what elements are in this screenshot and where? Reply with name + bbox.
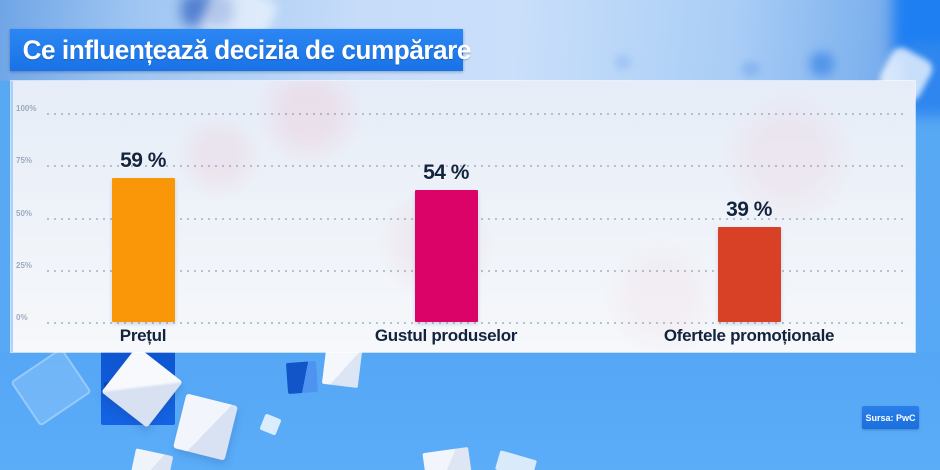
y-axis-tick-label: 50%	[16, 208, 33, 218]
bar-value-label: 54 %	[423, 161, 469, 185]
y-axis-tick-label: 0%	[16, 313, 28, 322]
bar-2	[717, 226, 781, 322]
gridline	[47, 165, 903, 168]
source-badge: Sursa: PwC	[862, 406, 919, 429]
cube-decoration	[285, 360, 319, 395]
y-axis-tick-label: 100%	[16, 104, 37, 113]
bar-value-label: 39 %	[726, 197, 772, 221]
chart-title: Ce influențează decizia de cumpărare	[22, 34, 472, 65]
cube-decoration	[321, 346, 363, 389]
bar-0	[111, 178, 175, 322]
bar-1	[414, 190, 478, 322]
y-axis-tick-label: 75%	[16, 156, 33, 166]
bar-category-label: Gustul produselor	[374, 326, 518, 345]
background-blob	[615, 55, 631, 69]
gridline	[47, 322, 903, 324]
chart-panel: 100% 75% 50% 25% 0% 59 % Prețul 54 % Gustul prod…	[11, 81, 915, 352]
background-blob	[742, 62, 760, 76]
chart-title-banner: Ce influențează decizia de cumpărare	[10, 29, 471, 71]
bar-category-label: Ofertele promoționale	[663, 326, 835, 345]
y-axis-tick-label: 25%	[16, 260, 33, 270]
background-blob	[810, 52, 834, 76]
gridline	[47, 113, 903, 115]
bar-category-label: Prețul	[119, 326, 167, 345]
bar-value-label: 59 %	[120, 149, 166, 173]
